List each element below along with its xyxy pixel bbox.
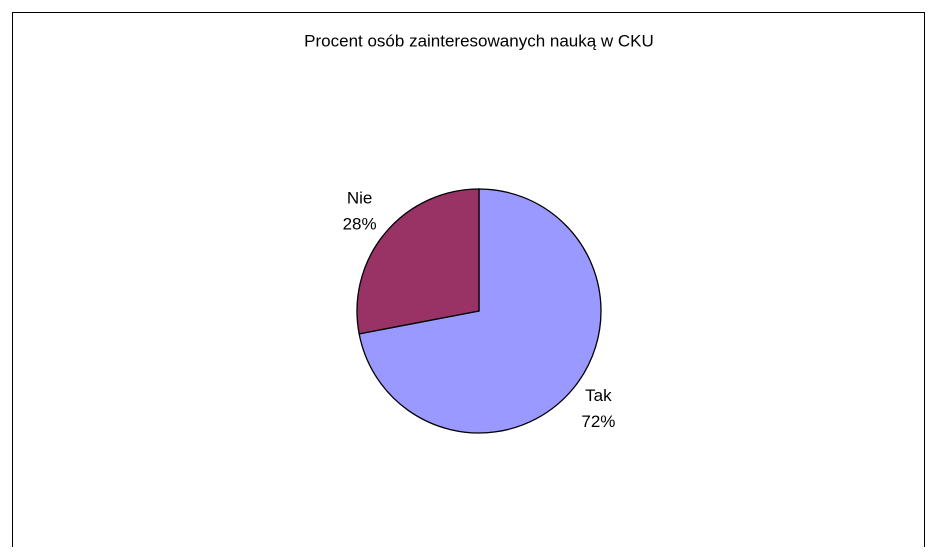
slice-value-label: 72% (581, 412, 615, 431)
slice-label: Tak (585, 386, 612, 405)
chart-title: Procent osób zainteresowanych nauką w CK… (304, 31, 654, 50)
slice-value-label: 28% (343, 215, 377, 234)
pie-slice (358, 188, 602, 434)
slice-label: Nie (347, 189, 373, 208)
pie-slice (356, 188, 480, 335)
